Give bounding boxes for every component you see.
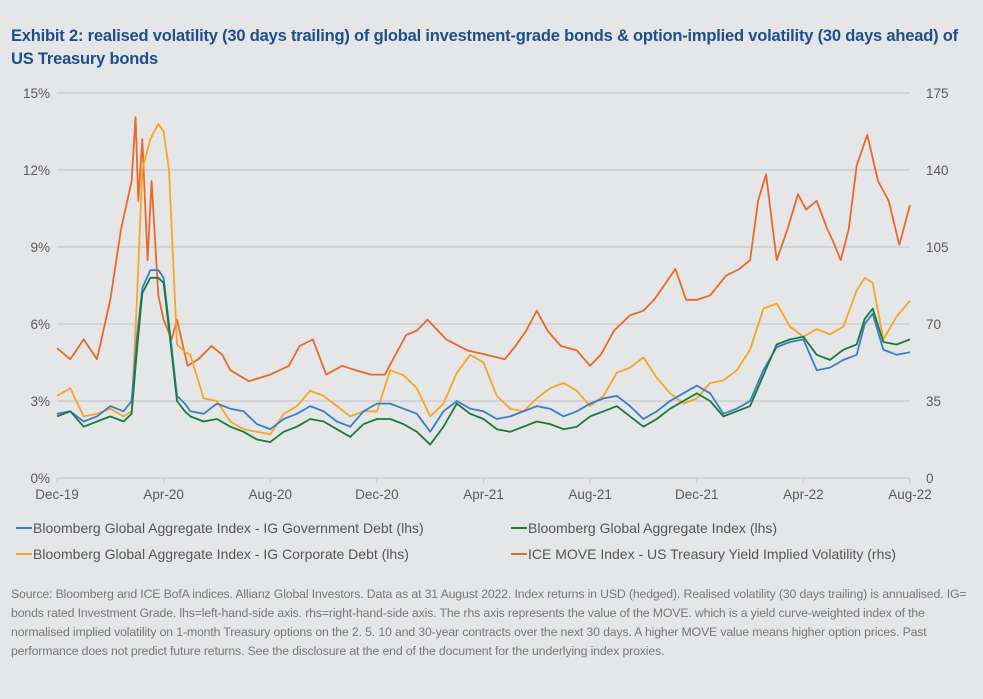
- legend-item-corp-debt: Bloomberg Global Aggregate Index - IG Co…: [16, 546, 409, 562]
- x-tick-label: Dec-19: [35, 487, 79, 502]
- x-tick-label: Apr-22: [783, 487, 824, 502]
- x-tick-label: Dec-21: [675, 487, 719, 502]
- y-right-tick-label: 70: [926, 317, 941, 332]
- x-tick-label: Aug-21: [568, 487, 612, 502]
- y-axis-right: 0 35 70 105 140 175: [926, 86, 949, 486]
- series-line-global-agg: [56, 276, 911, 446]
- y-left-tick-label: 15%: [23, 86, 50, 101]
- y-left-tick-label: 3%: [30, 394, 50, 409]
- legend: Bloomberg Global Aggregate Index - IG Go…: [16, 520, 976, 572]
- x-tick-label: Apr-20: [143, 487, 184, 502]
- legend-swatch-global-agg: [511, 526, 527, 530]
- legend-item-global-agg: Bloomberg Global Aggregate Index (lhs): [511, 520, 777, 536]
- x-axis: Dec-19 Apr-20 Aug-20 Dec-20 Apr-21 Aug-21 Dec-…: [35, 478, 932, 502]
- series-line-corp-debt: [56, 122, 911, 436]
- legend-label: Bloomberg Global Aggregate Index (lhs): [528, 520, 778, 536]
- source-note: Source: Bloomberg and ICE BofA indices. …: [11, 587, 967, 658]
- y-axis-left: 0% 3% 6% 9% 12% 15%: [23, 86, 50, 486]
- legend-item-gov-debt: Bloomberg Global Aggregate Index - IG Go…: [16, 520, 424, 536]
- y-left-tick-label: 6%: [30, 317, 50, 332]
- x-tick-label: Aug-22: [888, 487, 932, 502]
- y-right-tick-label: 105: [926, 240, 949, 255]
- x-tick-label: Aug-20: [248, 487, 292, 502]
- y-left-tick-label: 0%: [30, 471, 50, 486]
- series-line-move: [56, 116, 911, 383]
- series-lines: [56, 116, 911, 446]
- x-tick-label: Dec-20: [355, 487, 399, 502]
- x-tick-label: Apr-21: [463, 487, 504, 502]
- legend-swatch-corp-debt: [16, 552, 32, 556]
- gridlines: [57, 92, 910, 479]
- legend-label: Bloomberg Global Aggregate Index - IG Go…: [33, 520, 424, 536]
- legend-swatch-gov-debt: [16, 526, 32, 530]
- legend-label: Bloomberg Global Aggregate Index - IG Co…: [33, 546, 409, 562]
- y-right-tick-label: 0: [926, 471, 934, 486]
- legend-label: ICE MOVE Index - US Treasury Yield Impli…: [528, 546, 897, 562]
- y-left-tick-label: 12%: [23, 163, 50, 178]
- line-chart: 0% 3% 6% 9% 12% 15% 0 35 70 105 140 175 Dec-19 Apr-…: [23, 86, 949, 502]
- y-right-tick-label: 35: [926, 394, 941, 409]
- legend-swatch-move: [511, 552, 527, 556]
- legend-item-move: ICE MOVE Index - US Treasury Yield Impli…: [511, 546, 896, 562]
- y-left-tick-label: 9%: [30, 240, 50, 255]
- chart-title: Exhibit 2: realised volatility (30 days …: [11, 27, 958, 68]
- y-right-tick-label: 140: [926, 163, 949, 178]
- y-right-tick-label: 175: [926, 86, 949, 101]
